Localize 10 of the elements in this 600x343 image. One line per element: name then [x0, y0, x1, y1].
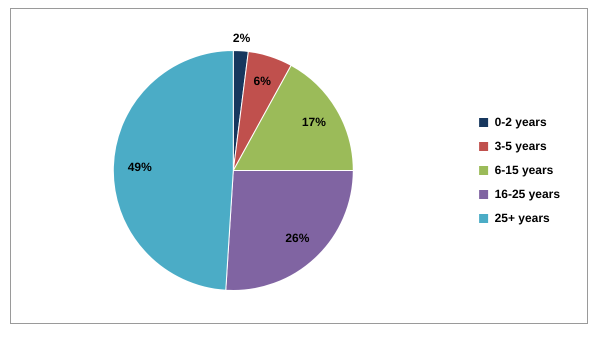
legend-label: 25+ years — [494, 210, 550, 225]
data-label: 6% — [254, 74, 272, 88]
legend-label: 0-2 years — [494, 114, 547, 129]
data-label: 49% — [128, 160, 152, 174]
legend-label: 6-15 years — [494, 162, 554, 177]
legend-label: 3-5 years — [494, 138, 547, 153]
data-label: 2% — [232, 31, 251, 46]
data-label: 17% — [302, 115, 326, 130]
data-label: 26% — [285, 231, 310, 246]
legend-label: 16-25 years — [494, 186, 560, 201]
